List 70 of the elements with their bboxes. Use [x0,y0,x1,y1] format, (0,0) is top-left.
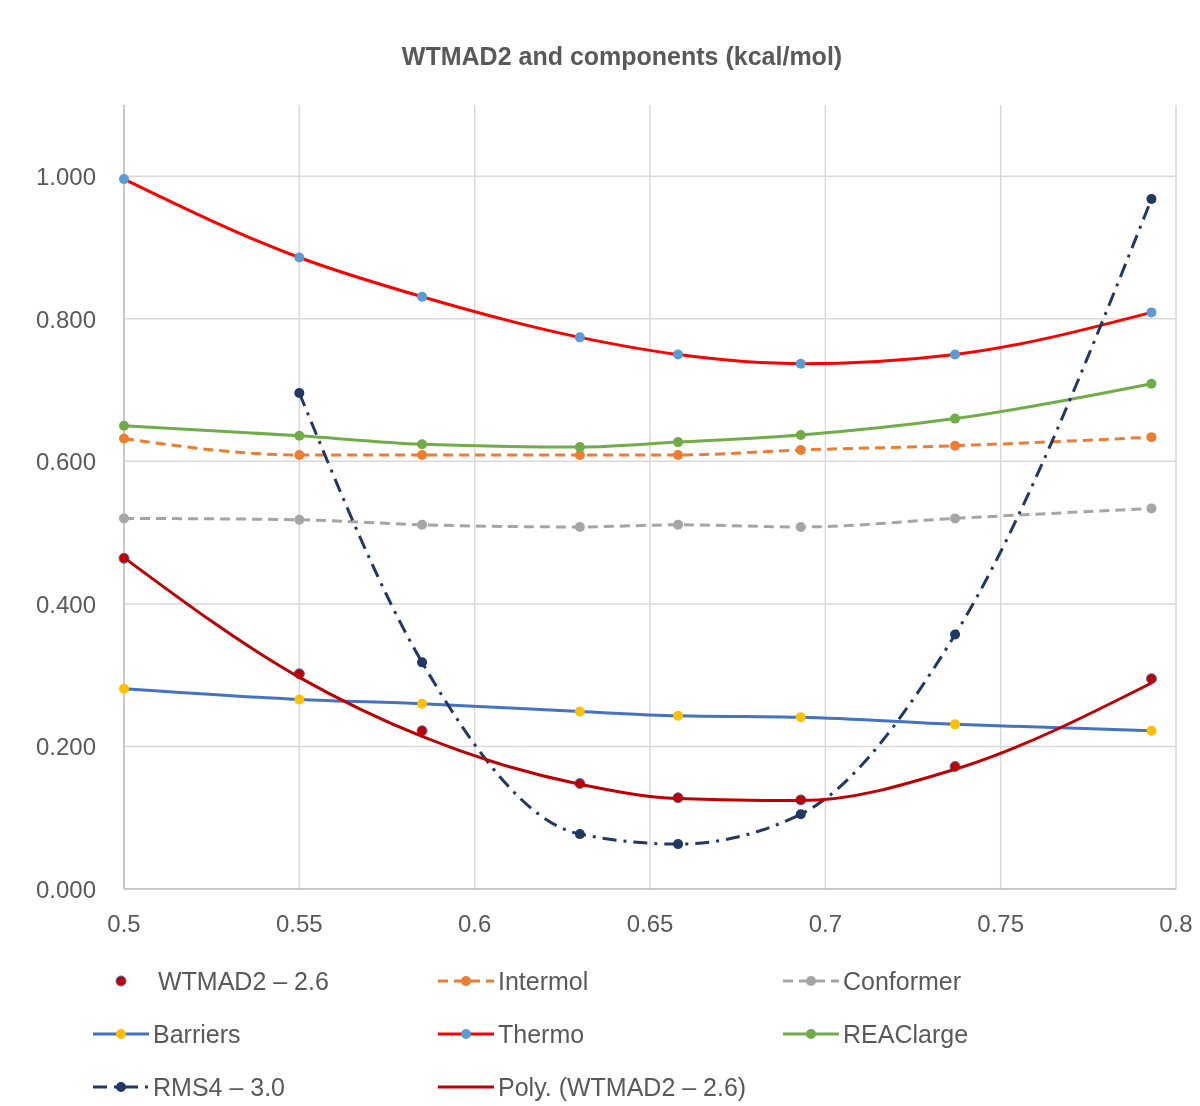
point [673,449,684,460]
point [795,809,806,820]
x-tick-label: 0.7 [808,910,843,937]
point [417,698,428,709]
point [294,449,305,460]
point [294,252,305,263]
point [795,521,806,532]
y-tick-label: 0.000 [35,876,96,903]
point [673,710,684,721]
point [417,519,428,530]
point [574,829,585,840]
point [1146,432,1157,443]
x-tick-label: 0.65 [626,910,674,937]
point [416,725,428,737]
point [795,712,806,723]
y-tick-label: 0.200 [35,733,96,761]
point [417,439,428,450]
point [1146,307,1157,318]
y-tick-label: 1.000 [35,163,96,191]
point [950,413,961,424]
point [795,444,806,455]
legend-label: Intermol [498,967,589,995]
x-tick-label: 0.6 [457,910,492,937]
chart-title: WTMAD2 and components (kcal/mol) [401,42,843,70]
point [417,291,428,302]
x-tick-label: 0.55 [275,910,323,937]
point [950,440,961,451]
y-tick-label: 0.800 [35,305,96,333]
point [673,437,684,448]
point [673,519,684,530]
legend-label: Conformer [843,967,962,995]
point [119,420,129,431]
point [417,449,428,460]
point [1146,503,1157,514]
point [1145,673,1157,685]
point [795,358,806,369]
point [119,683,129,694]
legend-label: Thermo [498,1020,585,1048]
x-tick-label: 0.8 [1159,910,1193,937]
point [1146,378,1157,389]
x-tick-label: 0.5 [107,910,141,937]
point [795,429,806,440]
point [673,839,684,850]
y-tick-label: 0.600 [35,448,96,476]
point [950,513,961,524]
point [119,174,129,185]
point [294,694,305,705]
point [1146,725,1157,736]
point [574,442,585,453]
point [574,332,585,343]
point [950,629,961,640]
legend-label: REAClarge [843,1020,969,1048]
point [950,719,961,730]
y-tick-label: 0.400 [35,590,96,618]
point [673,349,684,360]
x-tick-label: 0.75 [977,910,1025,937]
point [119,433,129,444]
point [294,514,305,525]
legend-label: Poly. (WTMAD2 – 2.6) [498,1073,747,1101]
point [574,521,585,532]
legend-label: RMS4 – 3.0 [153,1073,286,1101]
point [950,349,961,360]
legend-label: WTMAD2 – 2.6 [158,967,329,995]
point [119,513,129,524]
point [1146,194,1157,205]
legend-label: Barriers [153,1020,241,1048]
point [574,706,585,717]
point [417,657,428,668]
point [294,387,305,398]
point [294,430,305,441]
